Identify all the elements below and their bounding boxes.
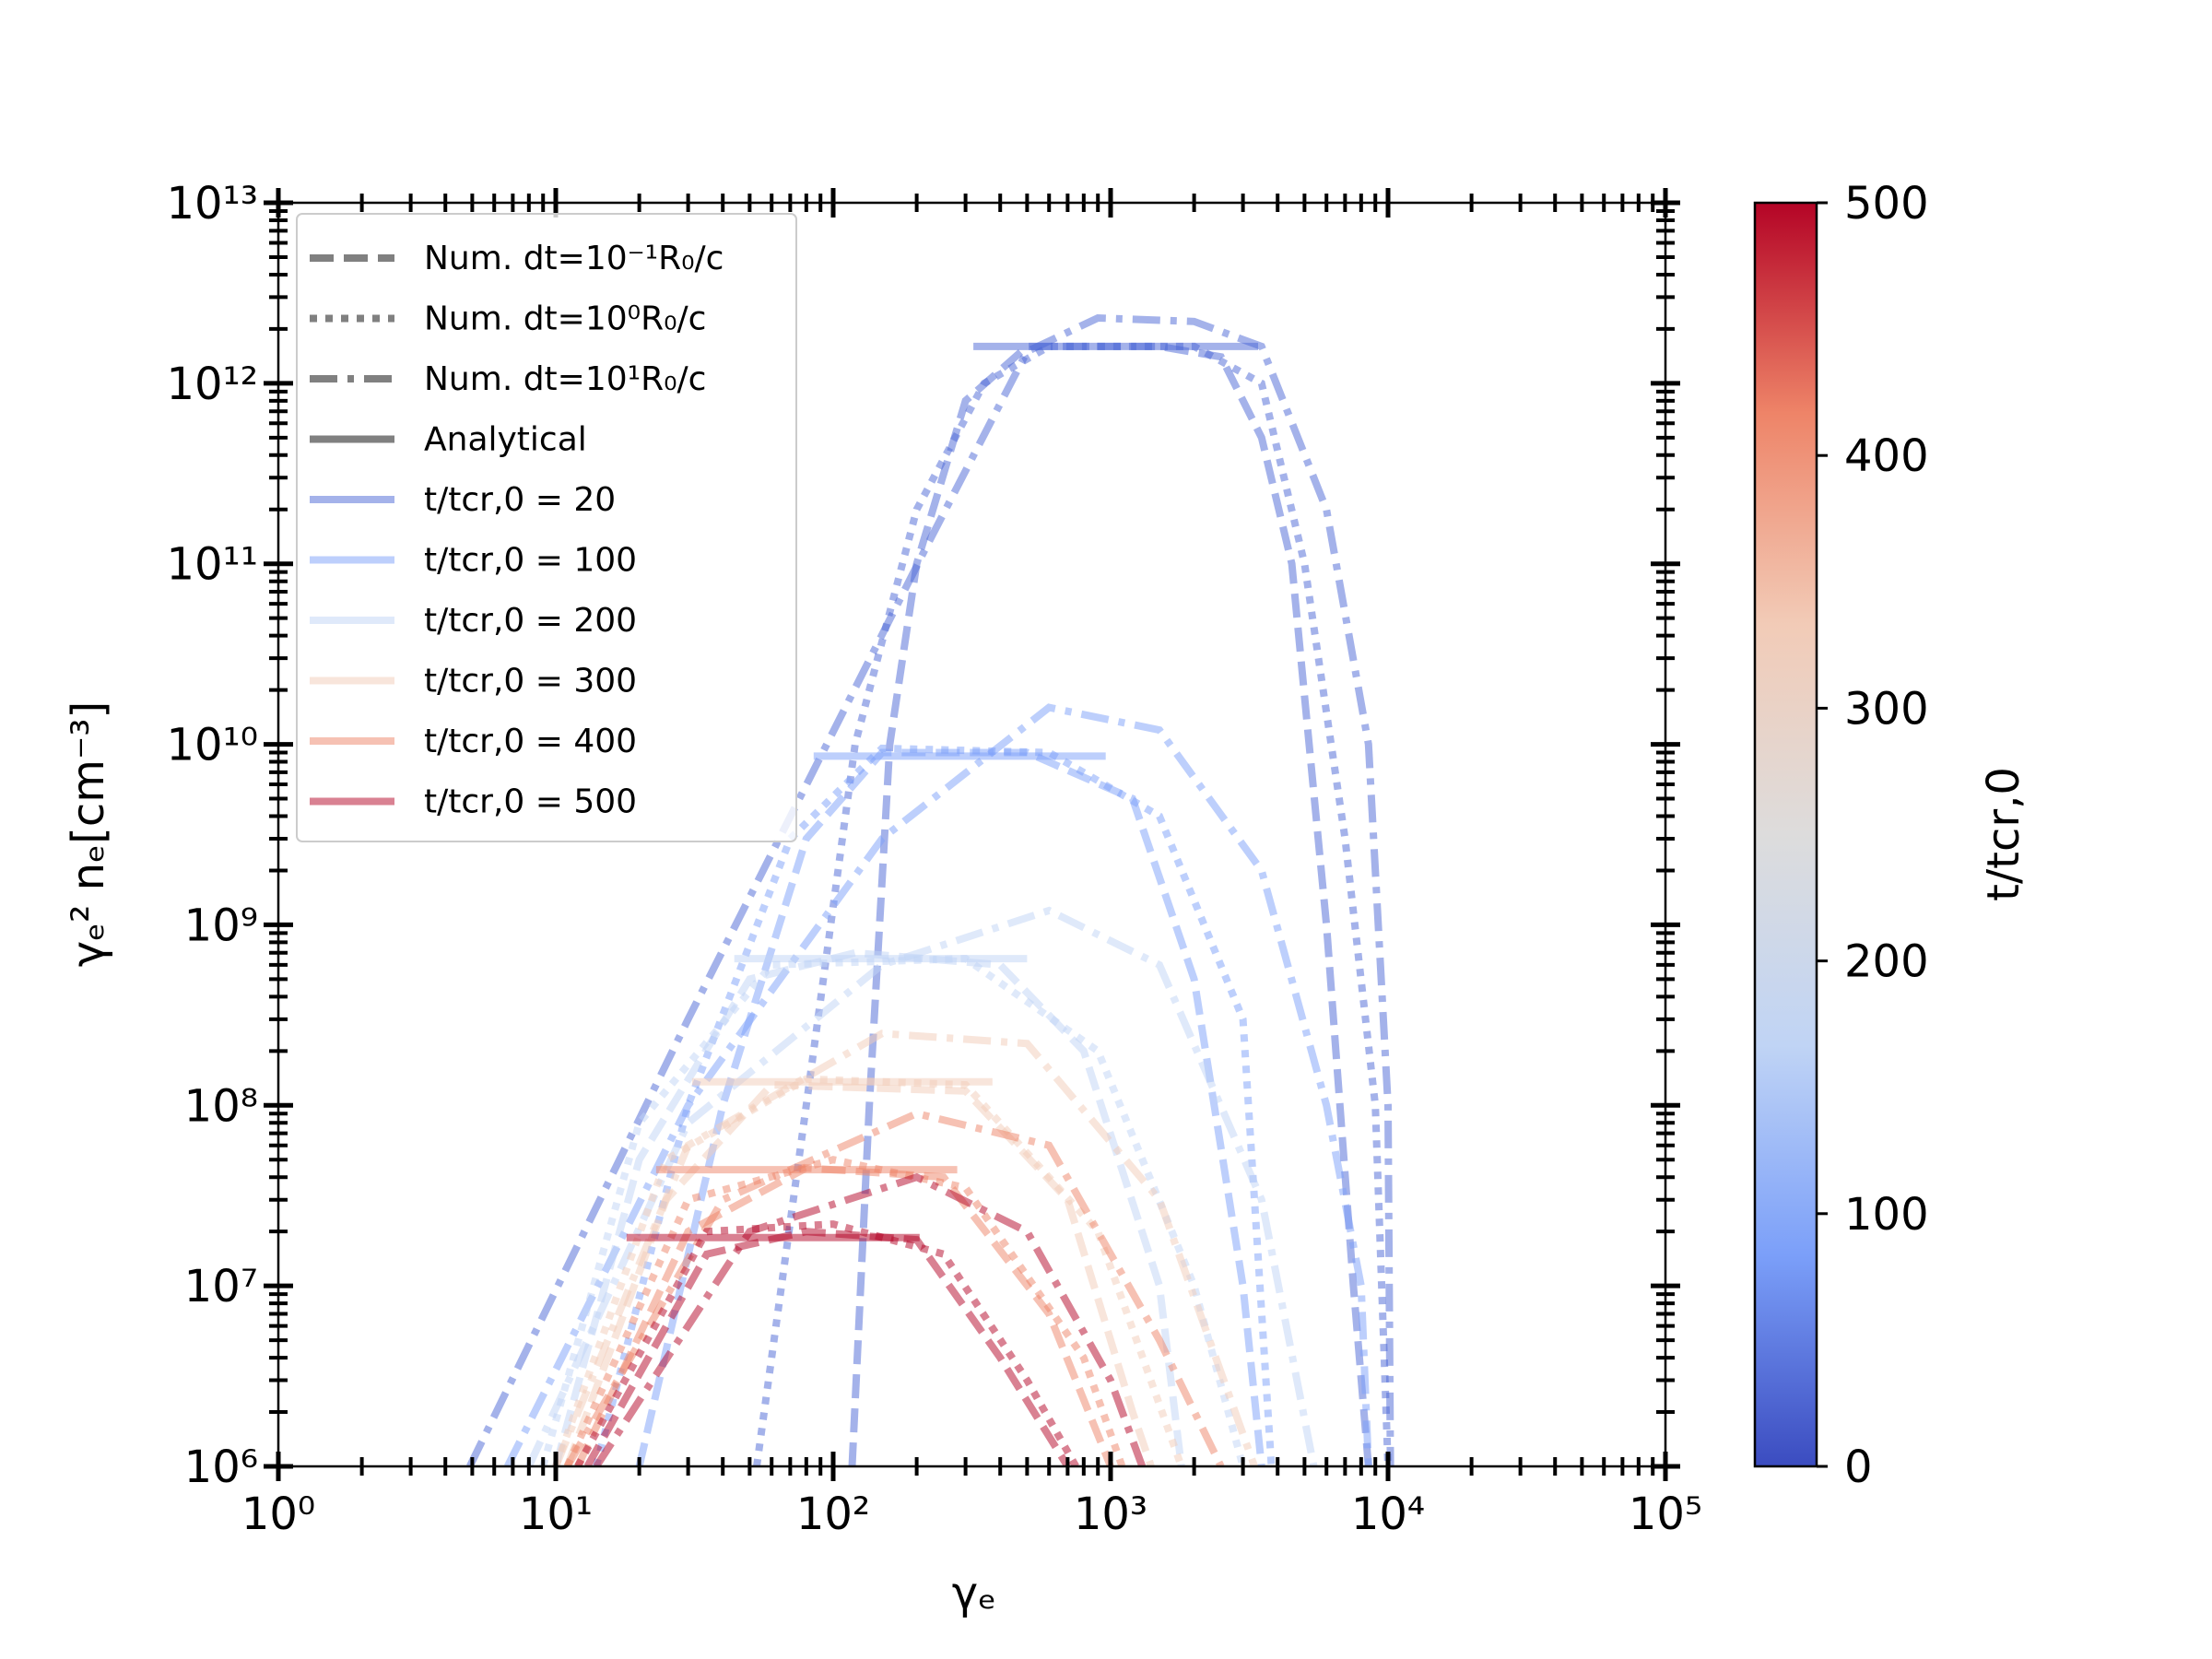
legend-box xyxy=(296,213,797,842)
series-line xyxy=(583,1228,1071,1466)
series-line xyxy=(525,906,1318,1466)
series-line xyxy=(848,342,1372,1466)
x-tick-label: 10⁰ xyxy=(241,1488,315,1540)
plot-lines xyxy=(466,313,1394,1466)
colorbar-tick-label: 500 xyxy=(1844,178,1929,229)
legend-label: t/tcr,0 = 200 xyxy=(424,602,637,640)
legend-label: t/tcr,0 = 500 xyxy=(424,783,637,821)
x-tick-label: 10⁵ xyxy=(1629,1488,1702,1540)
series-line xyxy=(593,1172,1147,1466)
colorbar-tick-label: 100 xyxy=(1844,1189,1929,1241)
series-line xyxy=(539,955,1247,1466)
series-line xyxy=(504,703,1372,1466)
y-tick-label: 10¹⁰ xyxy=(166,720,258,771)
y-tick-label: 10¹³ xyxy=(166,178,258,229)
series-line xyxy=(635,748,1265,1466)
y-axis-label: γₑ² nₑ[cm⁻³] xyxy=(63,701,114,968)
legend-label: t/tcr,0 = 100 xyxy=(424,542,637,580)
legend-label: Num. dt=10¹R₀/c xyxy=(424,360,706,398)
x-tick-label: 10³ xyxy=(1074,1488,1147,1540)
legend-label: Num. dt=10⁰R₀/c xyxy=(424,300,706,338)
legend-label: t/tcr,0 = 300 xyxy=(424,663,637,700)
series-line xyxy=(466,313,1394,1466)
colorbar-label: t/tcr,0 xyxy=(1978,767,2030,901)
series-line xyxy=(753,342,1392,1466)
legend-label: Num. dt=10⁻¹R₀/c xyxy=(424,240,724,277)
legend-label: t/tcr,0 = 20 xyxy=(424,481,616,519)
series-line xyxy=(552,1075,1185,1466)
colorbar-tick-label: 200 xyxy=(1844,936,1929,988)
x-tick-label: 10² xyxy=(796,1488,870,1540)
y-tick-label: 10⁷ xyxy=(184,1261,258,1312)
series-line xyxy=(574,1164,1114,1466)
colorbar xyxy=(1753,201,1818,1468)
colorbar-tick-label: 0 xyxy=(1844,1441,1873,1493)
series-line xyxy=(574,1220,1079,1466)
series-line xyxy=(552,948,1185,1466)
colorbar-tick-label: 400 xyxy=(1844,430,1929,482)
colorbar-tick-label: 300 xyxy=(1844,683,1929,735)
y-tick-label: 10¹¹ xyxy=(166,539,258,591)
legend-label: Analytical xyxy=(424,421,587,459)
x-tick-label: 10¹ xyxy=(519,1488,593,1540)
x-axis-label: γₑ xyxy=(952,1568,996,1619)
series-line xyxy=(563,1156,1126,1466)
series-line xyxy=(552,1030,1258,1466)
plot-frame xyxy=(276,201,1667,1468)
y-tick-label: 10⁶ xyxy=(184,1441,258,1493)
series-line xyxy=(593,744,1276,1466)
x-tick-label: 10⁴ xyxy=(1351,1488,1425,1540)
y-tick-label: 10¹² xyxy=(166,359,258,410)
y-tick-label: 10⁸ xyxy=(184,1080,258,1132)
y-tick-label: 10⁹ xyxy=(184,900,258,951)
legend-label: t/tcr,0 = 400 xyxy=(424,723,637,760)
